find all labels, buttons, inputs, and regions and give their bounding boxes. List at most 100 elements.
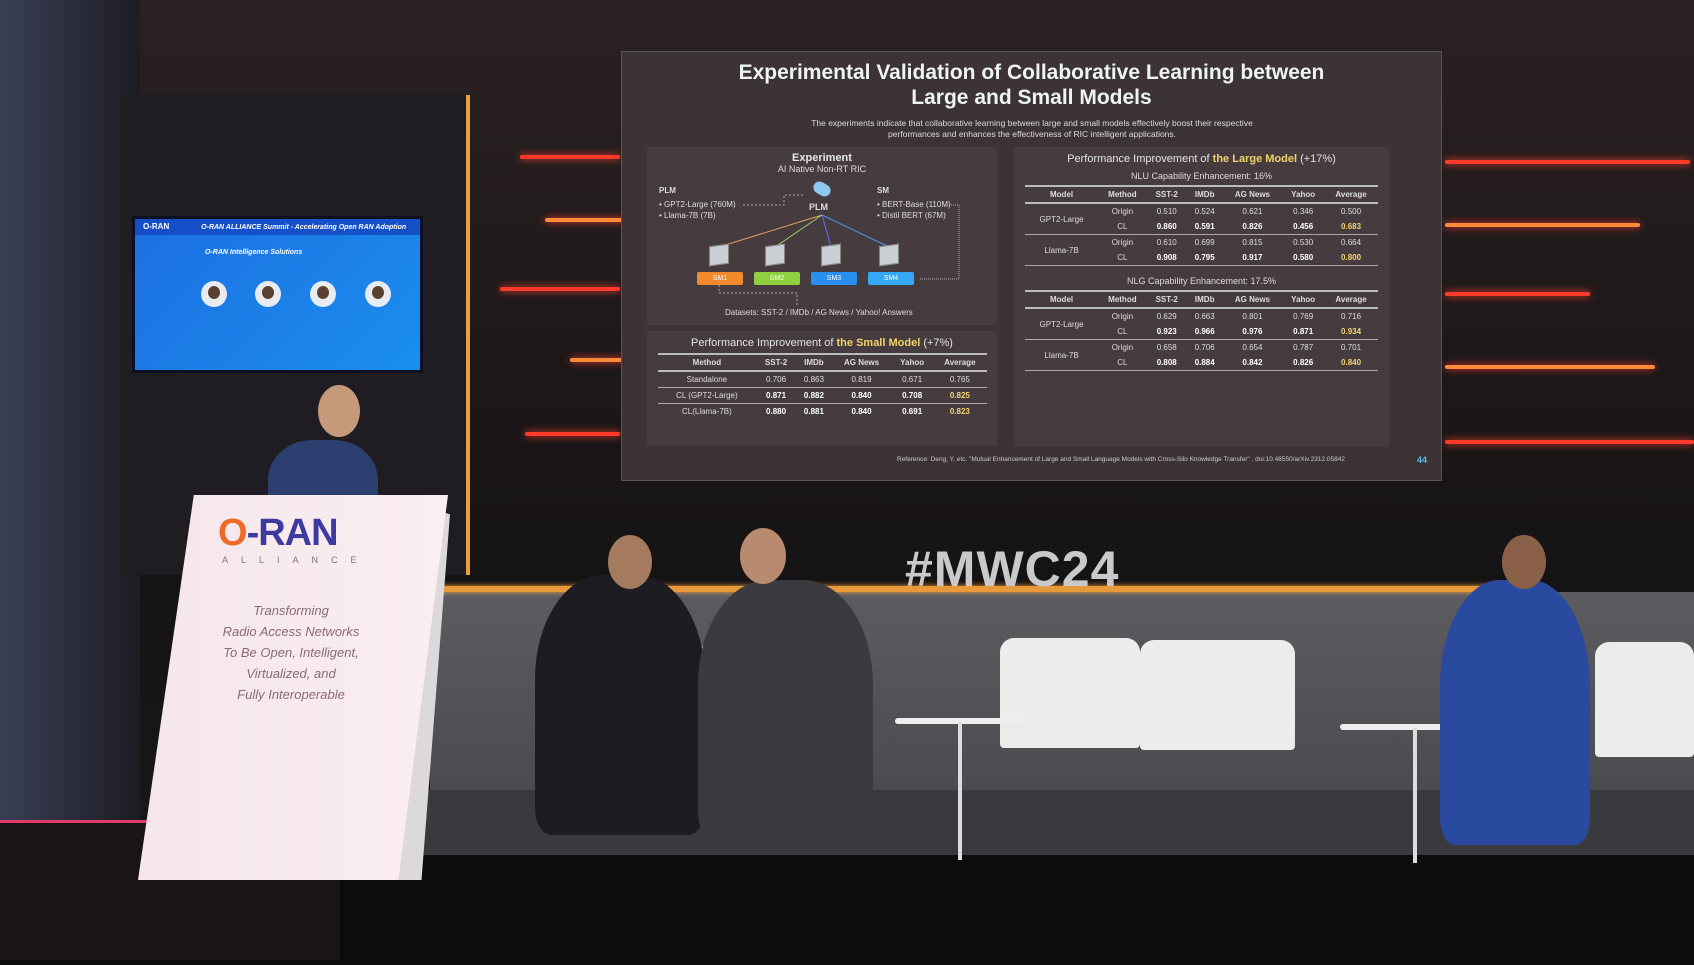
side-screen-header-text: O-RAN ALLIANCE Summit - Accelerating Ope… bbox=[201, 224, 407, 231]
table-cell: 0.825 bbox=[933, 387, 987, 404]
sm-item: • Distil BERT (67M) bbox=[877, 211, 946, 220]
table-cell: 0.840 bbox=[1324, 355, 1378, 371]
slide-subtitle: The experiments indicate that collaborat… bbox=[722, 118, 1342, 140]
column-header: Method bbox=[1097, 290, 1147, 309]
table-cell: 0.610 bbox=[1156, 238, 1177, 247]
diagram-heading: Experiment bbox=[792, 152, 852, 164]
side-screen-logo: O-RAN bbox=[143, 222, 170, 231]
table-row: GPT2-Large Origin 0.510 0.524 0.621 0.346 0.50… bbox=[1025, 203, 1378, 235]
panelist-man bbox=[698, 580, 873, 840]
table-cell: 0.629 bbox=[1156, 312, 1177, 321]
neon-light bbox=[1445, 160, 1690, 164]
model-cell: Llama-7B bbox=[1025, 339, 1098, 371]
table-cell: 0.826 bbox=[1282, 355, 1325, 371]
subtitle-line: performances and enhances the effectiven… bbox=[887, 129, 1177, 139]
table-cell: Standalone bbox=[657, 371, 757, 388]
column-header: SST-2 bbox=[1146, 185, 1187, 204]
model-cell: GPT2-Large bbox=[1025, 203, 1098, 235]
neon-light bbox=[525, 432, 620, 436]
large-model-title: Performance Improvement of the Large Mod… bbox=[1067, 153, 1336, 165]
oran-alliance-text: ALLIANCE bbox=[222, 555, 370, 565]
plm-list: • GPT2-Large (760M) • Llama-7B (7B) bbox=[659, 199, 736, 221]
side-table bbox=[1340, 724, 1490, 730]
table-cell: CL bbox=[1097, 324, 1147, 340]
table-cell: 0.795 bbox=[1186, 250, 1223, 266]
table-cell: Origin bbox=[1111, 207, 1134, 216]
slide-title-line: Experimental Validation of Collaborative… bbox=[738, 61, 1325, 84]
table-cell: 0.664 bbox=[1341, 238, 1362, 247]
plm-label: PLM bbox=[659, 186, 676, 195]
speaker-avatar bbox=[310, 281, 336, 307]
table-header-row: Method SST-2 IMDb AG News Yahoo Average bbox=[657, 353, 987, 372]
table-row: Llama-7B Origin 0.610 0.699 0.815 0.530 0.664 bbox=[1025, 234, 1378, 266]
table-cell: 0.826 bbox=[1222, 219, 1283, 235]
nlu-table: Model Method SST-2 IMDb AG News Yahoo Average G… bbox=[1025, 185, 1378, 266]
table-header-row: Model Method SST-2 IMDb AG News Yahoo Average bbox=[1025, 290, 1378, 309]
datasets-label: Datasets: SST-2 / IMDb / AG News / Yahoo… bbox=[725, 308, 913, 317]
column-header: Model bbox=[1025, 185, 1098, 204]
panelist-head bbox=[608, 535, 652, 589]
plm-center-label: PLM bbox=[809, 202, 828, 212]
left-wall bbox=[0, 0, 140, 830]
column-header: AG News bbox=[832, 353, 892, 372]
column-header: AG News bbox=[1222, 185, 1283, 204]
model-cell: GPT2-Large bbox=[1025, 308, 1098, 340]
column-header: Method bbox=[657, 353, 757, 372]
table-cell: 0.769 bbox=[1293, 312, 1314, 321]
table-cell: 0.884 bbox=[1186, 355, 1223, 371]
table-row: CL 0.908 0.795 0.917 0.580 0.800 bbox=[1025, 250, 1378, 266]
panelist-head bbox=[740, 528, 786, 584]
table-cell: 0.706 bbox=[756, 371, 796, 388]
side-screen-header: O-RAN O-RAN ALLIANCE Summit - Accelerati… bbox=[135, 219, 420, 235]
table-cell: 0.765 bbox=[933, 371, 987, 388]
neon-light bbox=[1445, 440, 1694, 444]
table-cell: 0.880 bbox=[766, 407, 787, 416]
mwc-hashtag: #MWC24 bbox=[905, 541, 1120, 597]
tagline-line: To Be Open, Intelligent, bbox=[223, 645, 359, 660]
table-row: CL 0.808 0.884 0.842 0.826 0.840 bbox=[1025, 355, 1378, 371]
tagline-line: Fully Interoperable bbox=[237, 687, 345, 702]
neon-light bbox=[570, 358, 625, 362]
column-header: AG News bbox=[1222, 290, 1283, 309]
sm-list: • BERT-Base (110M) • Distil BERT (67M) bbox=[877, 199, 951, 221]
table-header-row: Model Method SST-2 IMDb AG News Yahoo Average bbox=[1025, 185, 1378, 204]
chair bbox=[1595, 642, 1694, 757]
table-cell: Origin bbox=[1111, 312, 1134, 321]
table-cell: Origin bbox=[1111, 238, 1134, 247]
column-header: Yahoo bbox=[1282, 290, 1325, 309]
neon-light bbox=[1445, 365, 1655, 369]
table-row: CL 0.923 0.966 0.976 0.871 0.934 bbox=[1025, 324, 1378, 340]
table-cell: 0.691 bbox=[902, 407, 923, 416]
tagline-line: Radio Access Networks bbox=[222, 624, 360, 639]
table-cell: 0.591 bbox=[1186, 219, 1223, 235]
podium bbox=[138, 495, 448, 880]
table-cell: 0.346 bbox=[1293, 207, 1314, 216]
neon-light bbox=[500, 287, 620, 291]
reference-text: Reference: Deng, Y, etc. "Mutual Enhance… bbox=[897, 456, 1345, 463]
table-cell: 0.819 bbox=[832, 371, 892, 388]
tagline-line: Transforming bbox=[253, 603, 329, 618]
subtitle-line: The experiments indicate that collaborat… bbox=[811, 118, 1253, 128]
table-cell: 0.683 bbox=[1324, 219, 1378, 235]
table-cell: 0.663 bbox=[1194, 312, 1215, 321]
panelist-woman bbox=[535, 575, 705, 835]
table-cell: 0.871 bbox=[756, 387, 796, 404]
table-cell: 0.823 bbox=[949, 407, 970, 416]
table-cell: 0.966 bbox=[1186, 324, 1223, 340]
column-header: SST-2 bbox=[756, 353, 796, 372]
nlg-table: Model Method SST-2 IMDb AG News Yahoo Average G… bbox=[1025, 290, 1378, 371]
side-table bbox=[895, 718, 1025, 724]
large-model-panel: Performance Improvement of the Large Mod… bbox=[1014, 147, 1389, 447]
speaker-avatar bbox=[365, 281, 391, 307]
side-table-leg bbox=[958, 722, 962, 860]
sm-item: • BERT-Base (110M) bbox=[877, 200, 951, 209]
table-cell: 0.510 bbox=[1156, 207, 1177, 216]
table-cell: 0.934 bbox=[1324, 324, 1378, 340]
table-cell: 0.654 bbox=[1242, 343, 1263, 352]
table-cell: 0.863 bbox=[795, 371, 833, 388]
column-header: Average bbox=[1324, 290, 1378, 309]
connection-lines bbox=[718, 194, 960, 307]
plm-item: • GPT2-Large (760M) bbox=[659, 200, 736, 209]
sm-box: SM4 bbox=[868, 272, 914, 285]
table-cell: 0.530 bbox=[1293, 238, 1314, 247]
